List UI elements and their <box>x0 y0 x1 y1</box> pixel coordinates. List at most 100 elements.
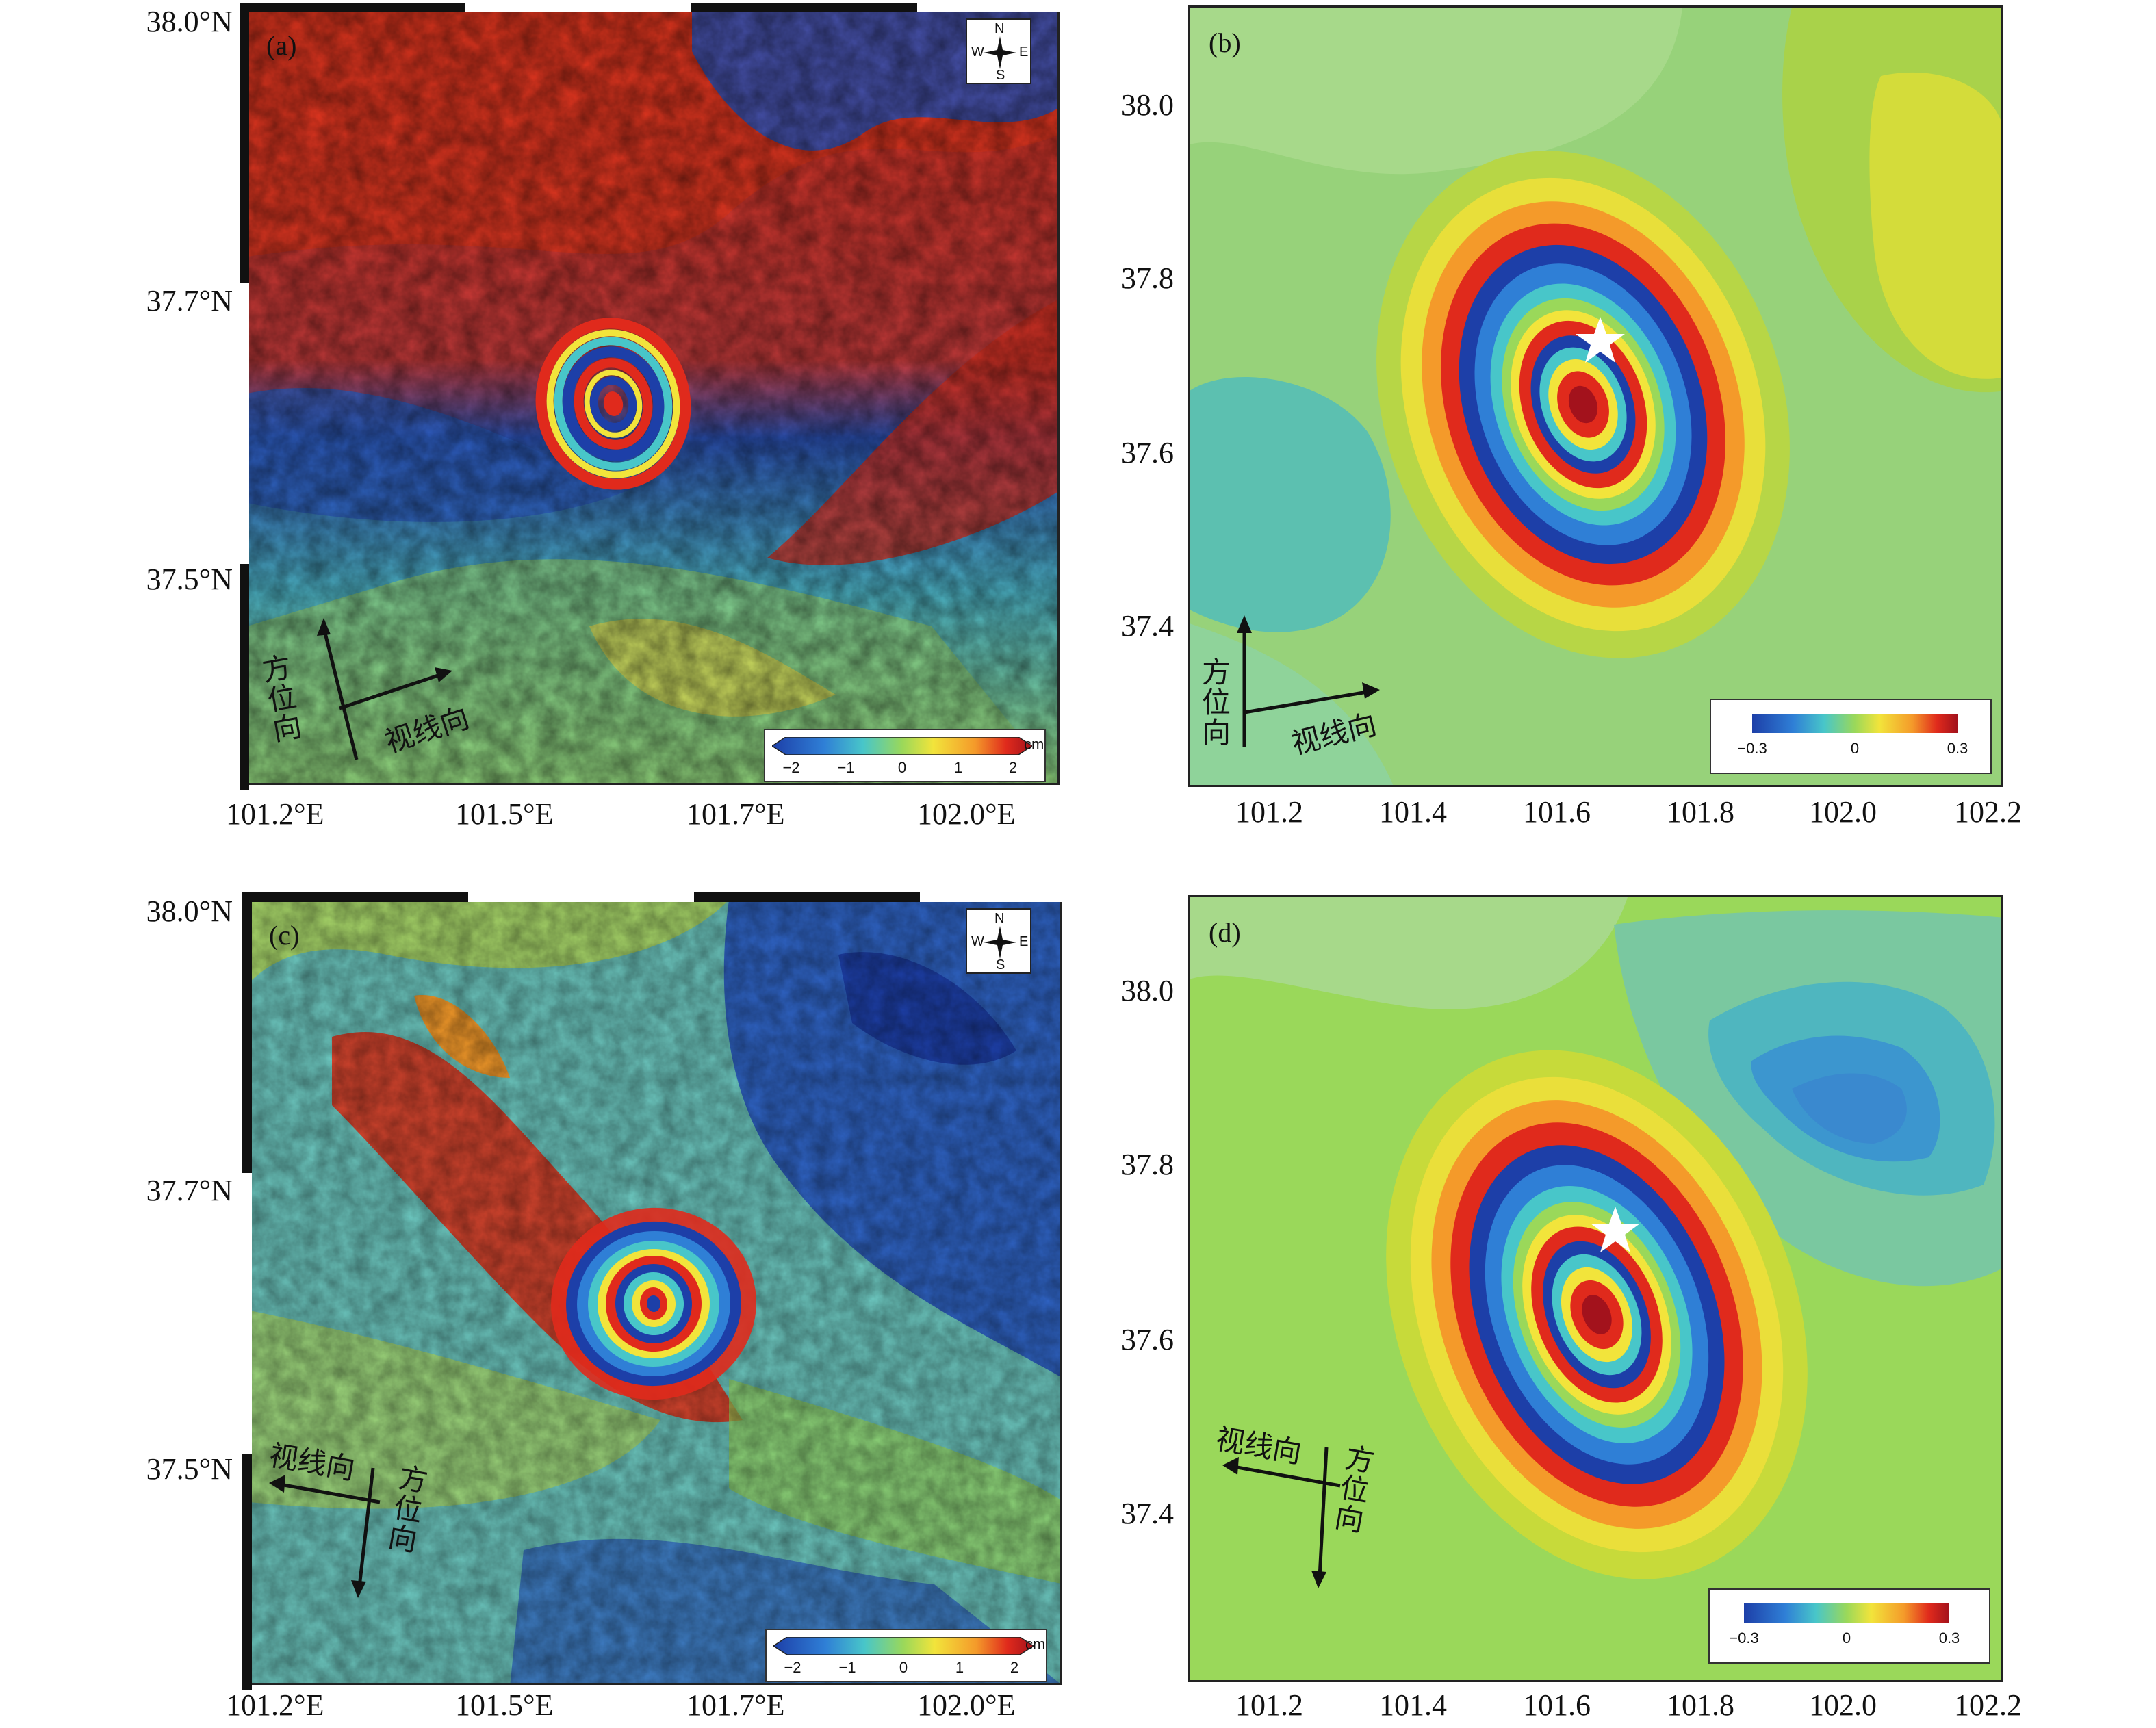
x-tick-label: 102.2 <box>1954 795 2022 829</box>
colorbar-tick: 0 <box>1850 740 1860 757</box>
compass-w: W <box>971 44 984 60</box>
x-tick-label: 102.0 <box>1809 1688 1877 1722</box>
colorbar-tick: 0 <box>897 759 907 776</box>
panel-b: (b) 方位向 视线向 −0.3 0 <box>1078 0 2156 864</box>
map-frame-band-c <box>242 892 1068 902</box>
x-tick-label: 101.6 <box>1523 1688 1591 1722</box>
colorbar-ramp-c <box>773 1637 1034 1655</box>
x-tick-label: 102.0°E <box>917 1688 1016 1722</box>
x-tick-label: 101.8 <box>1667 1688 1734 1722</box>
x-tick-label: 101.4 <box>1379 1688 1447 1722</box>
colorbar-tick: −2 <box>782 759 800 776</box>
compass-e: E <box>1019 44 1029 60</box>
x-tick-label: 102.2 <box>1954 1688 2022 1722</box>
compass-s: S <box>996 68 1005 83</box>
compass-star-icon <box>984 926 1016 959</box>
colorbar-tick: 1 <box>955 1659 964 1676</box>
y-tick-label: 37.8 <box>1121 261 1174 295</box>
x-tick-label: 101.4 <box>1379 795 1447 829</box>
x-tick-label: 101.5°E <box>455 1688 554 1722</box>
colorbar-ramp-d <box>1744 1603 1949 1623</box>
compass-w: W <box>971 934 984 949</box>
colorbar-ramp-a <box>772 737 1032 755</box>
y-tick-label: 37.4 <box>1121 609 1174 643</box>
y-tick-label: 37.6 <box>1121 436 1174 469</box>
x-tick-label: 101.2°E <box>226 1688 324 1722</box>
compass-rose-a: N W E S <box>966 18 1031 84</box>
direction-arrows-b <box>1237 615 1380 747</box>
star-icon <box>1591 1207 1640 1252</box>
map-frame-band-left-c <box>242 892 252 1690</box>
model-image-b <box>1190 8 2001 785</box>
y-tick-label: 37.6 <box>1121 1323 1174 1356</box>
colorbar-tick: −2 <box>784 1659 801 1676</box>
panel-label-d: (d) <box>1209 917 1241 948</box>
direction-arrows-a <box>317 618 452 760</box>
x-tick-label: 101.8 <box>1667 795 1734 829</box>
deformation-lobes-d <box>1386 1050 1808 1579</box>
panel-d: (d) 视线向 方位向 −0.3 0 0.3 38.0 37.8 37.6 37… <box>1078 890 2156 1728</box>
panel-c: (c) N W E S 视线向 方位向 −2 −1 0 1 2 <box>0 890 1078 1728</box>
azimuth-label-b: 方位向 <box>1202 656 1231 750</box>
y-tick-label: 38.0°N <box>146 894 233 928</box>
panel-label-b: (b) <box>1209 27 1241 58</box>
colorbar-tick: 1 <box>953 759 963 776</box>
colorbar-unit: cm <box>1024 736 1044 753</box>
direction-arrows-c <box>269 1467 381 1598</box>
map-frame-band-left-a <box>240 3 249 790</box>
x-tick-label: 101.2 <box>1235 1688 1303 1722</box>
interferogram-map-c: (c) N W E S 视线向 方位向 −2 −1 0 1 2 <box>248 898 1062 1685</box>
colorbar-tick: 0.3 <box>1938 1629 1960 1647</box>
y-tick-label: 37.5°N <box>146 1452 233 1486</box>
colorbar-ramp-b <box>1752 714 1958 733</box>
colorbar-tick: 0 <box>1842 1629 1851 1647</box>
y-tick-label: 37.5°N <box>146 563 233 596</box>
compass-star-icon <box>984 36 1016 69</box>
colorbar-tick: −1 <box>837 759 855 776</box>
model-image-d <box>1190 897 2001 1680</box>
fringe-rings-a <box>535 318 691 490</box>
x-tick-label: 101.6 <box>1523 795 1591 829</box>
x-tick-label: 102.0 <box>1809 795 1877 829</box>
colorbar-tick: 0.3 <box>1947 740 1968 757</box>
interferogram-map-a: (a) N W E S 方位向 视线向 <box>245 8 1060 785</box>
x-tick-label: 101.5°E <box>455 797 554 831</box>
star-icon <box>1576 317 1625 363</box>
compass-s: S <box>996 957 1005 972</box>
direction-arrows-d <box>1222 1447 1341 1588</box>
y-tick-label: 38.0 <box>1121 88 1174 122</box>
colorbar-unit: cm <box>1025 1636 1046 1653</box>
y-tick-label: 37.4 <box>1121 1497 1174 1530</box>
compass-n: N <box>994 911 1005 926</box>
y-tick-label: 37.7°N <box>146 284 233 318</box>
colorbar-d: −0.3 0 0.3 <box>1708 1588 1990 1664</box>
colorbar-b: −0.3 0 0.3 <box>1710 699 1992 774</box>
y-tick-label: 37.7°N <box>146 1174 233 1207</box>
y-tick-label: 38.0°N <box>146 5 233 38</box>
model-map-d: (d) 视线向 方位向 −0.3 0 0.3 <box>1188 895 2003 1682</box>
panel-a: (a) N W E S 方位向 视线向 <box>0 0 1078 864</box>
colorbar-tick: 2 <box>1010 1659 1019 1676</box>
y-tick-label: 37.8 <box>1121 1148 1174 1181</box>
x-tick-label: 102.0°E <box>917 797 1016 831</box>
colorbar-tick: −1 <box>838 1659 856 1676</box>
x-tick-label: 101.2 <box>1235 795 1303 829</box>
compass-rose-c: N W E S <box>966 908 1031 974</box>
x-tick-label: 101.7°E <box>686 797 785 831</box>
deformation-lobes-b <box>1376 151 1790 658</box>
colorbar-tick: −0.3 <box>1729 1629 1759 1647</box>
y-tick-label: 38.0 <box>1121 974 1174 1007</box>
compass-e: E <box>1019 934 1029 949</box>
compass-n: N <box>994 21 1005 36</box>
x-tick-label: 101.2°E <box>226 797 324 831</box>
colorbar-tick: 2 <box>1008 759 1018 776</box>
x-tick-label: 101.7°E <box>686 1688 785 1722</box>
colorbar-a: −2 −1 0 1 2 cm <box>764 729 1046 782</box>
colorbar-c: −2 −1 0 1 2 cm <box>765 1629 1047 1682</box>
colorbar-tick: 0 <box>899 1659 908 1676</box>
panel-label-a: (a) <box>266 30 297 61</box>
panel-label-c: (c) <box>269 920 300 951</box>
fringe-rings-c <box>551 1207 756 1400</box>
model-map-b: (b) 方位向 视线向 −0.3 0 <box>1188 5 2003 787</box>
map-frame-band-a <box>240 3 1065 12</box>
